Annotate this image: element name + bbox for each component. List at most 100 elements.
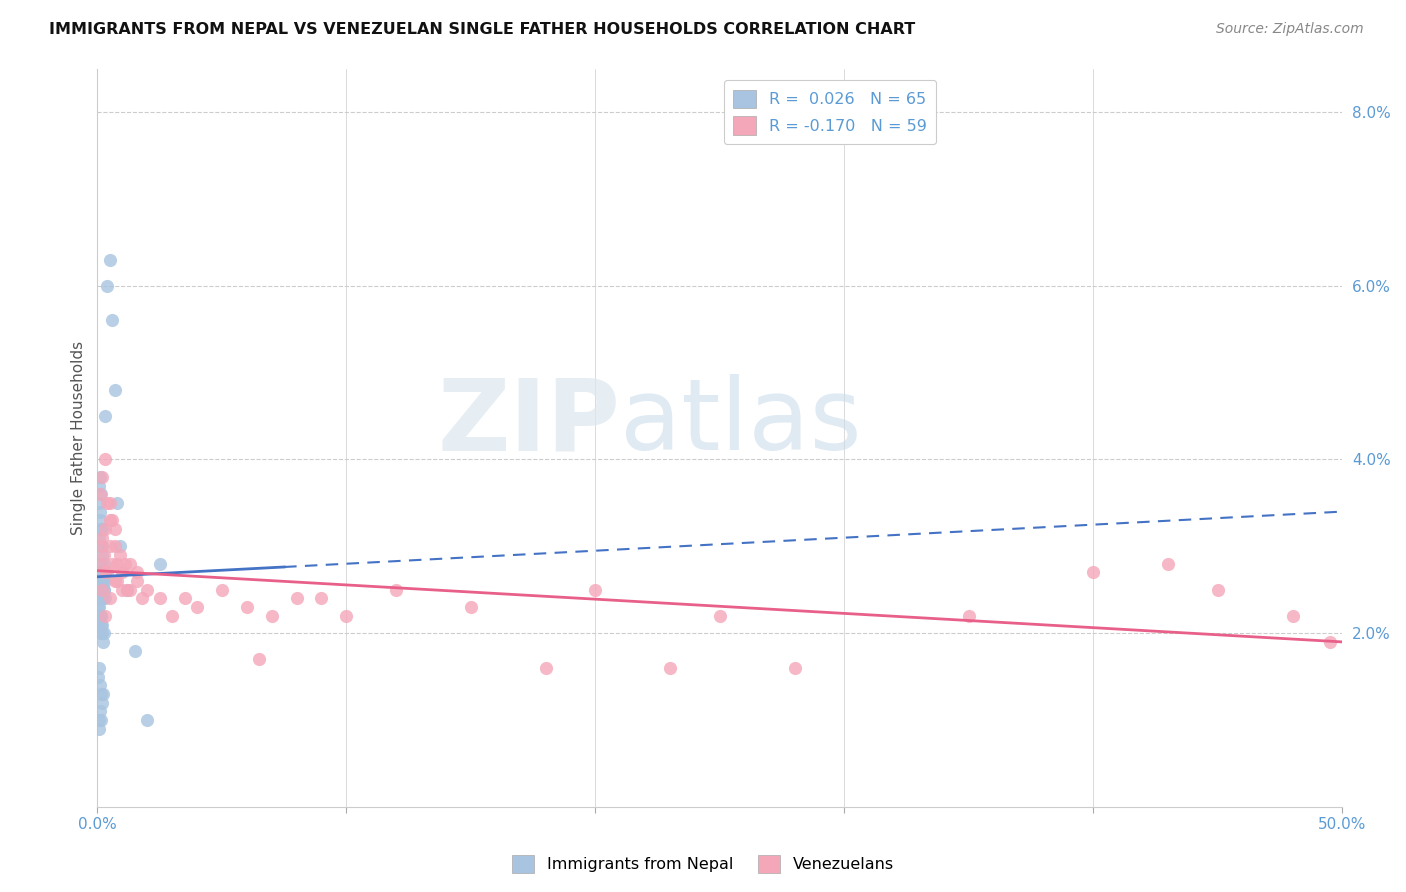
Point xyxy=(534,661,557,675)
Point xyxy=(1157,557,1180,571)
Point xyxy=(1206,582,1229,597)
Point xyxy=(115,582,138,597)
Point xyxy=(1281,608,1303,623)
Point xyxy=(236,600,259,615)
Point xyxy=(783,661,806,675)
Text: Source: ZipAtlas.com: Source: ZipAtlas.com xyxy=(1216,22,1364,37)
Point xyxy=(90,487,112,501)
Point xyxy=(89,705,111,719)
Point xyxy=(91,531,114,545)
Point xyxy=(89,678,111,692)
Point xyxy=(173,591,195,606)
Point xyxy=(104,522,127,536)
Point xyxy=(105,557,128,571)
Point xyxy=(104,574,127,588)
Point xyxy=(91,687,114,701)
Point xyxy=(105,496,128,510)
Point xyxy=(87,600,110,615)
Point xyxy=(111,582,134,597)
Point xyxy=(124,643,146,657)
Point xyxy=(91,617,114,632)
Text: atlas: atlas xyxy=(620,375,862,472)
Point xyxy=(90,617,112,632)
Point xyxy=(89,582,111,597)
Point xyxy=(93,626,115,640)
Point xyxy=(94,591,117,606)
Point xyxy=(98,513,121,527)
Point xyxy=(91,574,114,588)
Point xyxy=(127,566,149,580)
Point xyxy=(91,470,114,484)
Point xyxy=(98,252,121,267)
Point xyxy=(87,670,110,684)
Point xyxy=(93,557,115,571)
Point xyxy=(91,635,114,649)
Point xyxy=(89,574,111,588)
Point xyxy=(127,574,149,588)
Point xyxy=(89,591,111,606)
Point xyxy=(108,539,131,553)
Point xyxy=(89,626,111,640)
Point xyxy=(104,539,127,553)
Point xyxy=(335,608,357,623)
Legend: Immigrants from Nepal, Venezuelans: Immigrants from Nepal, Venezuelans xyxy=(506,848,900,880)
Point xyxy=(94,409,117,423)
Point xyxy=(87,722,110,736)
Point xyxy=(94,566,117,580)
Point xyxy=(118,582,141,597)
Legend: R =  0.026   N = 65, R = -0.170   N = 59: R = 0.026 N = 65, R = -0.170 N = 59 xyxy=(724,80,936,145)
Point xyxy=(96,278,118,293)
Point xyxy=(90,539,112,553)
Point xyxy=(87,591,110,606)
Point xyxy=(90,522,112,536)
Point xyxy=(89,617,111,632)
Point xyxy=(260,608,283,623)
Point xyxy=(1083,566,1105,580)
Point xyxy=(89,487,111,501)
Point xyxy=(90,608,112,623)
Point xyxy=(186,600,208,615)
Point xyxy=(87,582,110,597)
Point xyxy=(90,713,112,727)
Point xyxy=(90,687,112,701)
Text: IMMIGRANTS FROM NEPAL VS VENEZUELAN SINGLE FATHER HOUSEHOLDS CORRELATION CHART: IMMIGRANTS FROM NEPAL VS VENEZUELAN SING… xyxy=(49,22,915,37)
Point xyxy=(90,522,112,536)
Point xyxy=(94,608,117,623)
Point xyxy=(87,478,110,492)
Point xyxy=(583,582,606,597)
Point xyxy=(89,557,111,571)
Point xyxy=(93,582,115,597)
Point xyxy=(90,608,112,623)
Point xyxy=(101,513,124,527)
Point xyxy=(108,548,131,562)
Point xyxy=(115,582,138,597)
Point xyxy=(96,496,118,510)
Point xyxy=(89,505,111,519)
Point xyxy=(285,591,308,606)
Point xyxy=(101,557,124,571)
Point xyxy=(149,591,172,606)
Point xyxy=(90,539,112,553)
Point xyxy=(149,557,172,571)
Point xyxy=(89,531,111,545)
Point xyxy=(98,591,121,606)
Point xyxy=(136,713,159,727)
Point xyxy=(89,600,111,615)
Point xyxy=(91,582,114,597)
Y-axis label: Single Father Households: Single Father Households xyxy=(72,341,86,535)
Point xyxy=(91,591,114,606)
Point xyxy=(114,557,136,571)
Point xyxy=(105,574,128,588)
Point xyxy=(957,608,980,623)
Text: ZIP: ZIP xyxy=(437,375,620,472)
Point xyxy=(94,452,117,467)
Point xyxy=(87,608,110,623)
Point xyxy=(89,513,111,527)
Point xyxy=(91,626,114,640)
Point xyxy=(311,591,333,606)
Point xyxy=(131,591,153,606)
Point xyxy=(89,713,111,727)
Point xyxy=(247,652,270,666)
Point xyxy=(98,539,121,553)
Point xyxy=(211,582,233,597)
